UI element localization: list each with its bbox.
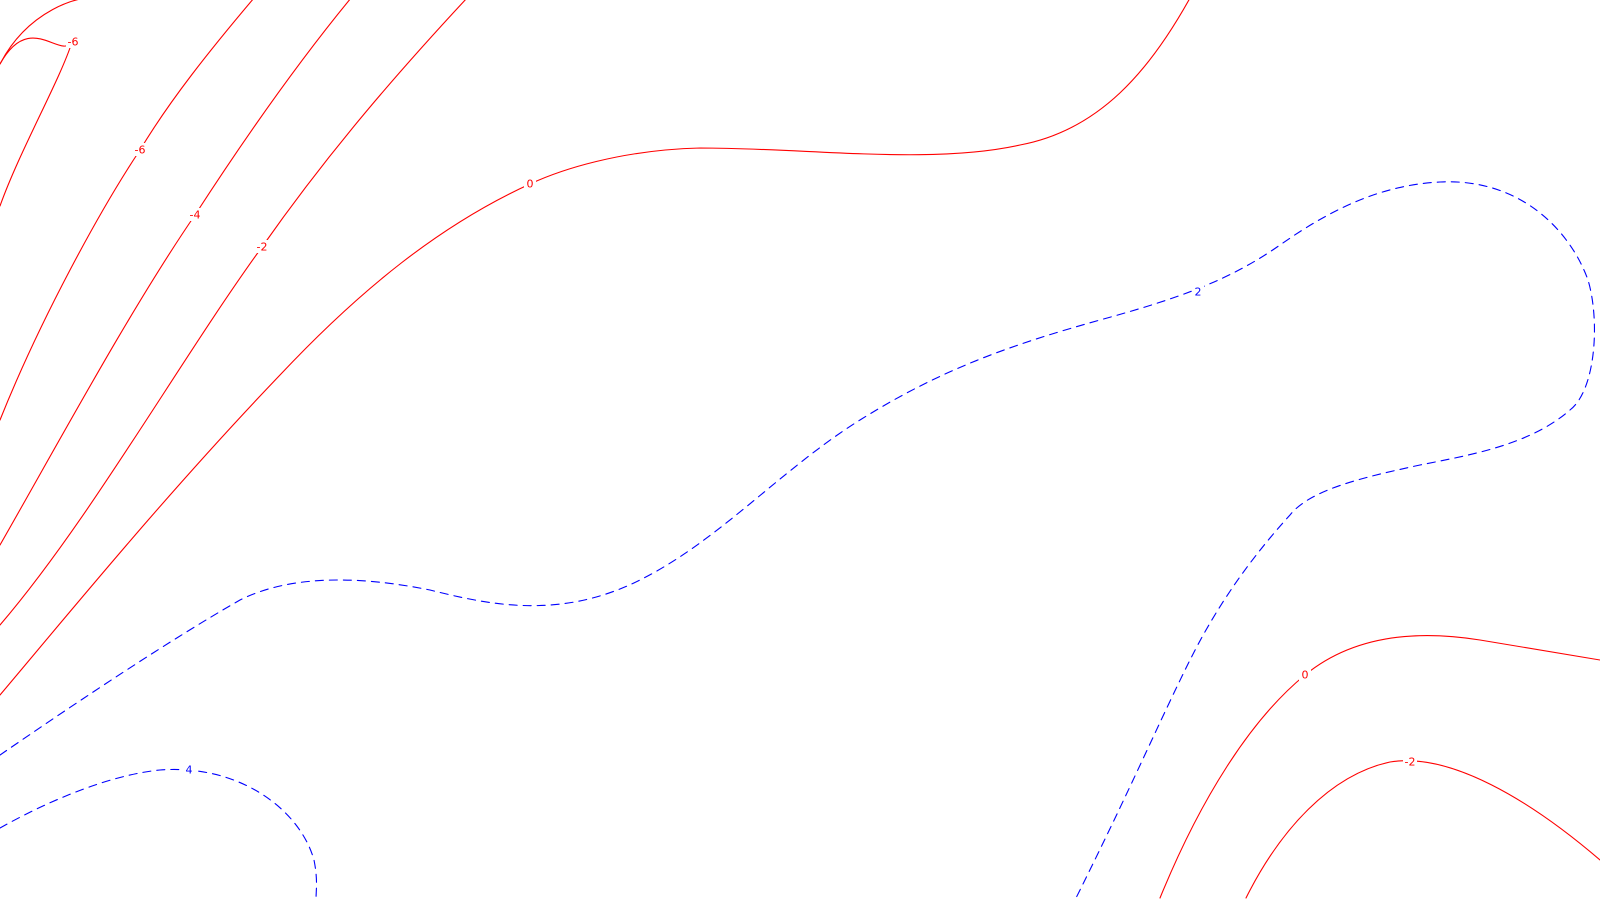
contour-label-red-zero-lower: 0 bbox=[1299, 668, 1311, 682]
label-text-red-zero-upper: 0 bbox=[527, 178, 534, 191]
contour-label-blue-four: 4 bbox=[183, 763, 195, 777]
contour-label-red-minus-2-upper: -2 bbox=[255, 240, 269, 254]
contour-label-red-minus-6-top: -6 bbox=[66, 35, 80, 49]
label-text-red-minus-6-top: -6 bbox=[68, 36, 79, 49]
contour-line-red-zero-lower bbox=[1159, 635, 1600, 899]
contour-label-red-minus-4: -4 bbox=[188, 208, 202, 222]
label-text-red-minus-2-upper: -2 bbox=[257, 241, 268, 254]
contour-line-blue-four bbox=[0, 768, 318, 900]
contour-line-red-minus-2-upper bbox=[0, 0, 466, 626]
label-text-blue-four: 4 bbox=[186, 764, 193, 777]
contour-line-red-minus-4 bbox=[0, 0, 351, 546]
contour-line-red-minus-2-lower bbox=[1245, 760, 1600, 899]
label-text-red-minus-2-lower: -2 bbox=[1405, 756, 1416, 769]
label-text-red-zero-lower: 0 bbox=[1302, 669, 1309, 682]
label-text-red-minus-4: -4 bbox=[190, 209, 201, 222]
contour-label-red-minus-2-lower: -2 bbox=[1403, 755, 1417, 769]
contour-label-blue-two: 2 bbox=[1192, 285, 1204, 299]
contour-label-red-minus-6-mid: -6 bbox=[133, 143, 147, 157]
contour-line-red-minus-6-main bbox=[0, 0, 254, 421]
contour-label-red-zero-upper: 0 bbox=[524, 177, 536, 191]
contour-line-blue-two bbox=[0, 181, 1595, 899]
label-text-red-minus-6-mid: -6 bbox=[135, 144, 146, 157]
contour-line-red-minus-6-short bbox=[0, 0, 79, 65]
label-text-blue-two: 2 bbox=[1195, 286, 1202, 299]
contour-line-red-zero-upper bbox=[0, 0, 1190, 696]
